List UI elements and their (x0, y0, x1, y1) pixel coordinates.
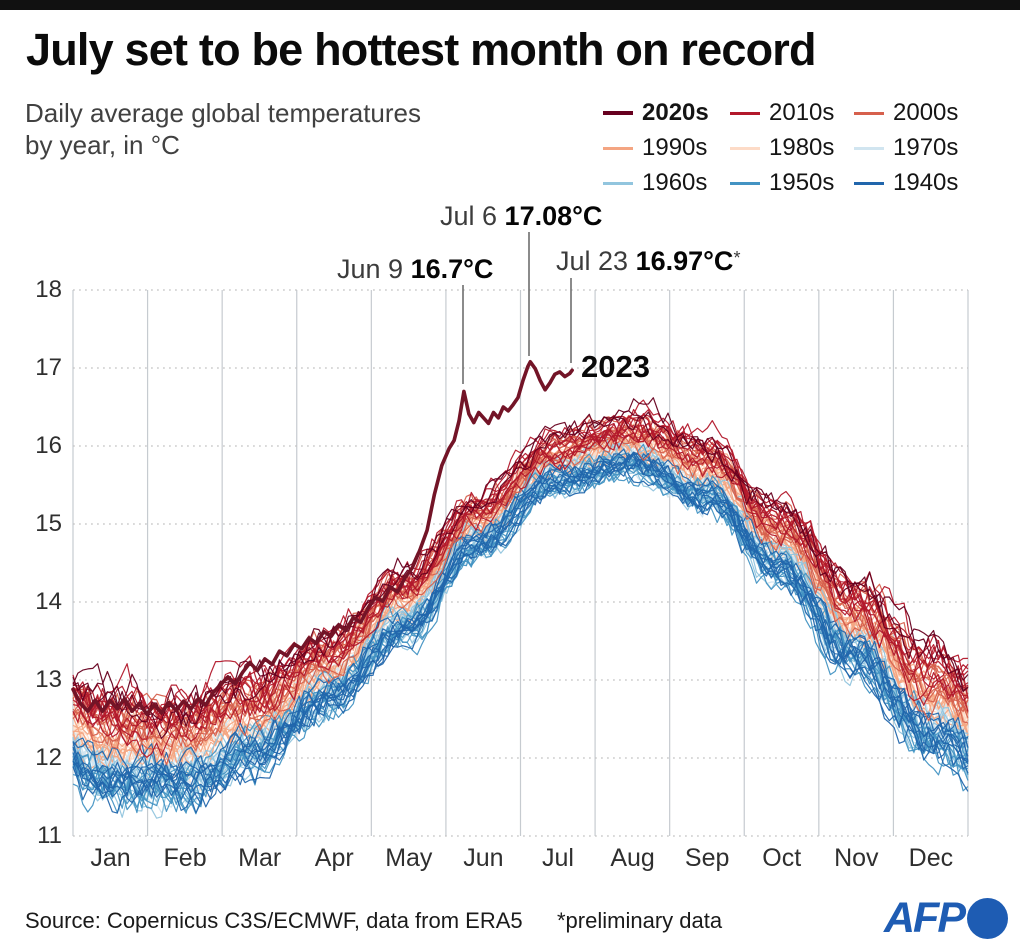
y-axis-label: 11 (37, 822, 62, 849)
callout-asterisk: * (733, 248, 741, 268)
legend-swatch-icon (854, 181, 884, 185)
legend-item-2000s: 2000s (854, 99, 972, 126)
legend-label: 1980s (769, 134, 835, 161)
year-line-2010s (72, 424, 969, 736)
y-axis-label: 12 (35, 744, 62, 771)
subtitle-line-2: by year, in °C (25, 130, 180, 160)
page-title: July set to be hottest month on record (26, 24, 816, 75)
year-line-1940s (72, 453, 969, 805)
year-line-1940s (72, 451, 969, 798)
y-axis-label: 13 (35, 666, 62, 693)
callout-prefix: Jun 9 (337, 254, 411, 284)
legend-swatch-icon (730, 181, 760, 185)
chart-subtitle: Daily average global temperatures by yea… (25, 97, 421, 161)
callout-jul6: Jul 6 17.08°C (440, 198, 602, 231)
line-2023 (71, 359, 574, 717)
legend-item-1960s: 1960s (603, 169, 730, 196)
legend-swatch-icon (603, 181, 633, 185)
legend-swatch-icon (603, 146, 633, 150)
year-line-1940s (72, 459, 969, 801)
top-bar (0, 0, 1020, 10)
legend-item-1940s: 1940s (854, 169, 972, 196)
legend: 2020s 2010s 2000s 1990s 1980s 1970s 1960s 1950s… (603, 99, 972, 196)
x-axis-label-sep: Sep (684, 844, 730, 872)
y-axis-label: 17 (35, 354, 62, 381)
y-axis-label: 14 (35, 588, 62, 615)
legend-item-1980s: 1980s (730, 134, 854, 161)
legend-item-1950s: 1950s (730, 169, 854, 196)
x-axis-label-jan: Jan (90, 844, 131, 872)
callout-value: 17.08°C (504, 201, 603, 231)
legend-label: 1940s (893, 169, 959, 196)
year-line-1940s (72, 458, 969, 814)
y-axis-label: 18 (35, 276, 62, 303)
legend-swatch-icon (854, 111, 884, 115)
year-line-2010s (72, 428, 969, 738)
legend-item-1990s: 1990s (603, 134, 730, 161)
x-axis-label-jul: Jul (542, 844, 574, 872)
legend-label: 1950s (769, 169, 835, 196)
year-line-1940s (72, 448, 969, 800)
afp-logo-circle-icon (967, 897, 1008, 939)
x-axis-label-aug: Aug (610, 844, 655, 872)
legend-label: 1960s (642, 169, 708, 196)
preliminary-note: *preliminary data (557, 908, 723, 933)
year-line-2020s (72, 397, 969, 727)
year-line-2000s (72, 425, 969, 746)
legend-label: 1970s (893, 134, 959, 161)
x-axis-label-apr: Apr (314, 844, 354, 872)
legend-item-2010s: 2010s (730, 99, 854, 126)
legend-swatch-icon (730, 146, 760, 150)
callout-prefix: Jul 6 (440, 201, 505, 231)
legend-label: 2020s (642, 99, 709, 126)
legend-label: 2000s (893, 99, 959, 126)
legend-swatch-icon (603, 111, 633, 115)
year-line-2010s (72, 414, 969, 715)
x-axis-label-feb: Feb (163, 844, 207, 872)
afp-logo-text: AFP (884, 894, 966, 942)
legend-label: 1990s (642, 134, 708, 161)
x-axis-label-nov: Nov (834, 844, 879, 872)
x-axis-label-oct: Oct (762, 844, 802, 872)
year-line-1940s (72, 454, 969, 790)
callout-value: 16.97°C (635, 246, 734, 276)
x-axis-label-mar: Mar (238, 844, 282, 872)
legend-swatch-icon (730, 111, 760, 115)
callout-jul23: Jul 23 16.97°C* (556, 243, 740, 276)
x-axis-label-jun: Jun (463, 844, 504, 872)
source-text: Source: Copernicus C3S/ECMWF, data from … (25, 908, 523, 933)
x-axis-label-may: May (385, 844, 433, 872)
year-line-2020s (72, 410, 969, 726)
legend-swatch-icon (854, 146, 884, 150)
y-axis-label: 15 (35, 510, 62, 537)
callout-prefix: Jul 23 (556, 246, 636, 276)
legend-item-2020s: 2020s (603, 99, 730, 126)
series-label-2023: 2023 (581, 349, 650, 384)
subtitle-line-1: Daily average global temperatures (25, 98, 421, 128)
callout-value: 16.7°C (410, 254, 494, 284)
legend-item-1970s: 1970s (854, 134, 972, 161)
legend-label: 2010s (769, 99, 835, 126)
callout-jun9: Jun 9 16.7°C (337, 251, 493, 284)
x-axis-label-dec: Dec (908, 844, 954, 872)
y-axis-label: 16 (35, 432, 62, 459)
year-line-1950s (72, 454, 969, 814)
afp-logo: AFP (884, 894, 1008, 942)
